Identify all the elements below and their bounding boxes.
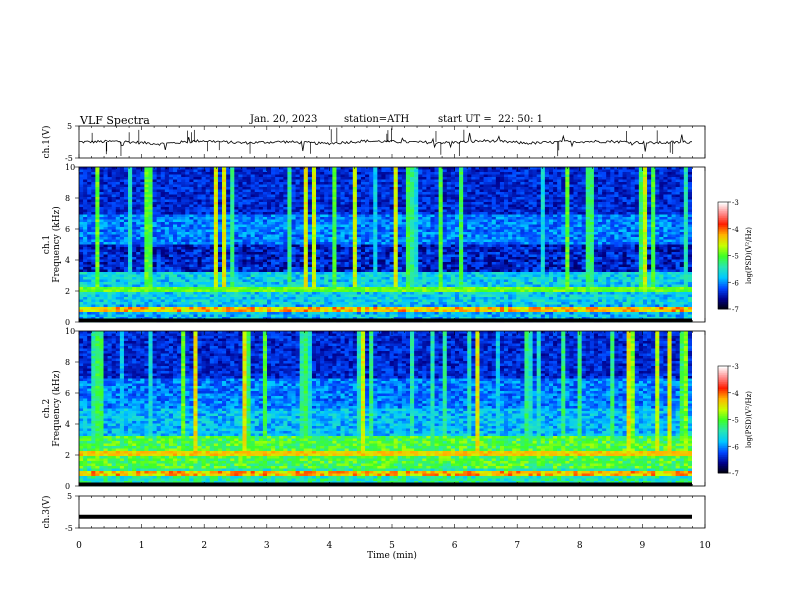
colorbar-tick-label: -4 — [732, 226, 739, 234]
colorbar-tick-label: -3 — [732, 363, 739, 371]
colorbar-tick-label: -6 — [732, 443, 739, 451]
x-tick-label: 4 — [327, 541, 333, 551]
x-tick-label: 0 — [76, 541, 82, 551]
colorbar-tick-label: -5 — [732, 253, 739, 261]
spectrogram-2 — [79, 167, 693, 323]
y-tick-label: -5 — [65, 154, 73, 163]
x-tick-label: 2 — [201, 541, 207, 551]
baseline-band — [79, 318, 692, 322]
y-tick-label: 8 — [65, 194, 70, 203]
y-tick-label: 0 — [65, 318, 70, 327]
colorbar-tick-label: -6 — [732, 279, 739, 287]
x-tick-label: 8 — [577, 541, 583, 551]
start-time-label: start UT = 22: 50: 1 — [438, 114, 544, 125]
x-tick-marks — [78, 167, 706, 322]
x-tick-marks — [78, 331, 706, 486]
y-tick-label: 10 — [65, 163, 75, 172]
y-tick-label: 6 — [65, 225, 70, 234]
colorbar-3: -3 -4 -5 -6 -7 — [717, 363, 739, 478]
panel-frame-4 — [78, 495, 706, 529]
station-label: station=ATH — [344, 114, 410, 125]
y-axis-label: ch.1Frequency (kHz) — [42, 206, 62, 283]
series-line — [79, 132, 693, 152]
x-tick-marks — [78, 126, 706, 158]
colorbar-label: log(PSD)(V²/Hz) — [745, 227, 753, 284]
x-tick-label: 7 — [514, 541, 520, 551]
y-tick-label: 2 — [65, 287, 70, 296]
x-tick-marks — [78, 496, 706, 528]
colorbar-tick-label: -3 — [732, 199, 739, 207]
y-tick-label: 2 — [65, 451, 70, 460]
y-tick-label: 8 — [65, 358, 70, 367]
y-tick-label: 4 — [65, 256, 70, 265]
x-tick-label: 10 — [699, 541, 711, 551]
x-axis-label: Time (min) — [367, 550, 417, 561]
y-tick-label: 6 — [65, 389, 70, 398]
panel-frame-1 — [78, 125, 706, 159]
colorbar-tick-label: -7 — [732, 306, 739, 314]
y-tick-label: 5 — [67, 122, 72, 131]
y-axis-label: ch.1(V) — [41, 126, 52, 159]
colorbar-2: -3 -4 -5 -6 -7 — [717, 199, 739, 314]
y-axis-label: ch.3(V) — [41, 496, 52, 529]
y-tick-label: 4 — [65, 420, 70, 429]
colorbar-tick-label: -5 — [732, 417, 739, 425]
spectrogram-3 — [79, 331, 693, 487]
date-label: Jan. 20, 2023 — [250, 114, 318, 125]
colorbar-label: log(PSD)(V²/Hz) — [745, 391, 753, 448]
y-tick-label: 10 — [65, 327, 75, 336]
y-axis-label: ch.2Frequency (kHz) — [42, 370, 62, 447]
colorbar-tick-label: -7 — [732, 470, 739, 478]
colorbar-tick-label: -4 — [732, 390, 739, 398]
baseline-band — [79, 482, 692, 486]
y-tick-label: 5 — [67, 492, 72, 501]
x-tick-label: 3 — [264, 541, 270, 551]
x-tick-label: 6 — [452, 541, 458, 551]
x-tick-label: 1 — [139, 541, 145, 551]
chart-title: VLF Spectra — [80, 114, 150, 127]
y-tick-label: 0 — [65, 482, 70, 491]
x-tick-label: 9 — [640, 541, 646, 551]
y-tick-label: -5 — [65, 524, 73, 533]
x-tick-label: 5 — [389, 541, 395, 551]
